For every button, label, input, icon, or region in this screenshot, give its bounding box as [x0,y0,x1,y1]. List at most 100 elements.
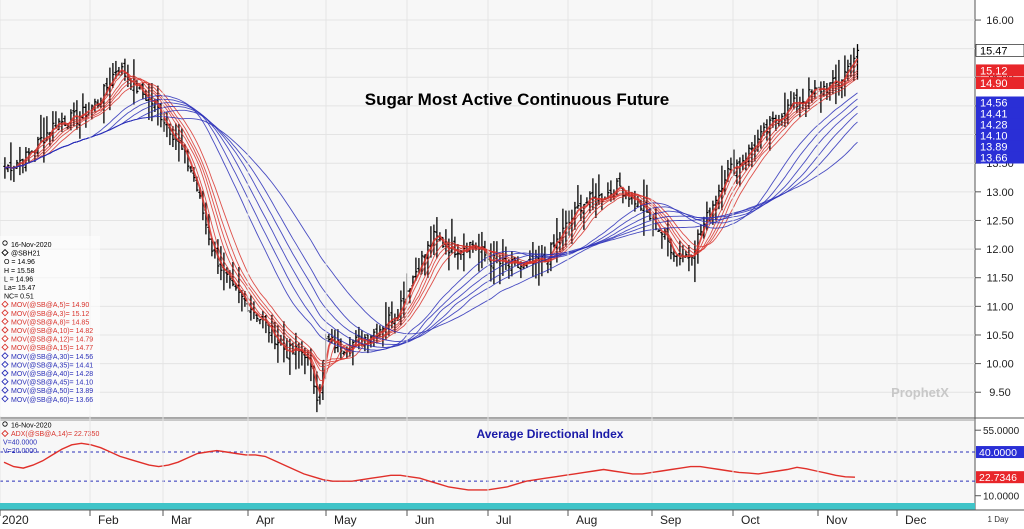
adx-tick-label: 10.0000 [983,492,1020,503]
diamond-icon [1,377,9,386]
moving-average-line [4,98,858,351]
adx-info-row: ADX(@SB@A,14)= 22.7350 [11,431,99,438]
diamond-icon [1,300,9,308]
moving-average-line [4,62,858,382]
moving-average-line [4,72,858,368]
adx-line [3,442,856,491]
diamond-icon [1,248,9,257]
adx-badge [976,471,1024,484]
adx-badge-label: 40.0000 [979,447,1017,459]
info-panel-row: MOV(@SB@A,5)= 14.90 [11,302,89,309]
info-panel-row: O = 14.96 [4,259,35,266]
price-badge-label: 14.28 [980,119,1008,131]
info-panel-row: @SBH21 [11,251,40,258]
price-badge-label: 14.41 [980,108,1008,120]
info-panel-row: MOV(@SB@A,10)= 14.82 [11,328,93,335]
info-panel-row: NC= 0.51 [4,294,34,301]
x-tick-label: Mar [171,513,192,527]
diamond-icon [1,317,9,326]
diamond-icon [1,326,9,334]
y-tick-label: 12.50 [986,215,1014,227]
info-panel-row: MOV(@SB@A,12)= 14.79 [11,337,93,344]
info-panel-row: H = 15.58 [4,268,35,275]
prophetx-watermark: ProphetX [891,385,949,400]
info-panel-row: MOV(@SB@A,45)= 14.10 [11,380,93,387]
diamond-icon [1,360,9,369]
info-panel-row: L = 14.96 [4,276,33,283]
y-tick-label: 11.50 [987,273,1014,285]
diamond-icon [1,352,9,360]
y-tick-label: 13.00 [986,187,1014,199]
price-badge [975,44,1024,57]
moving-average-line [4,102,858,348]
x-tick-label: Feb [98,513,119,527]
info-panel-row: MOV(@SB@A,35)= 14.41 [11,362,93,369]
magnifier-icon [2,240,8,246]
y-tick-label: 9.50 [989,387,1010,399]
x-tick-label: Aug [576,513,597,527]
info-panel-row: MOV(@SB@A,60)= 13.66 [11,397,93,404]
price-badge [976,107,1024,120]
adx-badge [976,446,1024,459]
moving-average-line [4,58,859,395]
price-badge-label: 13.66 [980,152,1008,164]
price-badge [976,118,1024,131]
info-panel-row: MOV(@SB@A,30)= 14.56 [11,354,93,361]
adx-info-row: V=20.0000 [3,448,37,455]
price-badge [976,77,1024,90]
price-badge-label: 13.89 [980,141,1008,153]
interval-label: 1 Day [988,515,1009,524]
chart-title: Sugar Most Active Continuous Future [365,90,669,109]
diamond-icon [1,395,9,403]
diamond-icon [1,369,9,377]
price-badge [976,129,1024,142]
x-tick-label: Apr [256,513,275,527]
price-badge-label: 15.47 [980,45,1008,57]
price-badge-label: 14.56 [980,97,1008,109]
info-panel-row: 16-Nov-2020 [11,242,52,249]
diamond-icon [1,386,9,394]
x-tick-label: Sep [660,513,682,527]
y-tick-label: 12.00 [986,244,1014,256]
x-tick-label: 2020 [2,513,29,527]
x-axis: 2020 Feb Mar Apr May Jun Jul Aug Sep Oct Nov Dec [0,0,926,527]
price-badge [976,140,1024,153]
info-panel-row: MOV(@SB@A,8)= 14.85 [11,319,89,326]
info-panel-row: La= 15.47 [4,285,35,292]
moving-average-line [4,69,858,372]
price-badge-label: 15.12 [980,65,1008,77]
y-tick-label: 10.00 [986,359,1014,371]
adx-title: Average Directional Index [477,427,624,441]
x-tick-label: Nov [826,513,847,527]
x-tick-label: Jun [415,513,434,527]
x-tick-label: Oct [741,513,760,527]
bottom-band [0,503,975,510]
y-tick-label: 11.00 [987,301,1014,313]
adx-tick-label: 55.0000 [983,426,1020,437]
moving-average-line [4,92,858,353]
diamond-icon [1,343,9,351]
info-panel-box [0,236,100,416]
moving-average-line [4,74,858,365]
price-badge [976,96,1024,109]
magnifier-icon [2,421,8,427]
price-badge-label: 14.90 [980,78,1008,90]
x-tick-label: May [334,513,357,527]
x-tick-label: Dec [905,513,926,527]
price-badge [976,151,1024,164]
y-tick-label: 10.50 [986,330,1014,342]
diamond-icon [1,429,9,438]
y-tick-label: 16.00 [986,15,1014,27]
moving-average-line [4,116,858,335]
info-panel-row: MOV(@SB@A,15)= 14.77 [11,345,93,352]
diamond-icon [1,309,9,317]
adx-badge-label: 22.7346 [979,472,1017,484]
adx-info-row: V=40.0000 [3,440,37,447]
price-badge [976,64,1024,77]
diamond-icon [1,334,9,343]
info-panel-row: MOV(@SB@A,50)= 13.89 [11,388,93,395]
price-badge-label: 14.10 [980,130,1008,142]
info-panel-row: MOV(@SB@A,3)= 15.12 [11,311,89,318]
